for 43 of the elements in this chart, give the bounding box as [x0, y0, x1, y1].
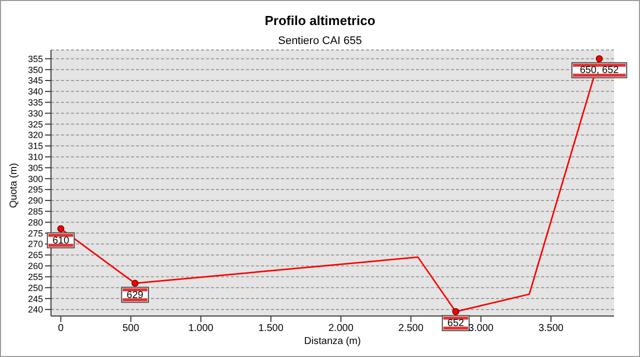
chart-title: Profilo altimetrico: [264, 13, 376, 28]
y-tick-label: 320: [28, 130, 43, 140]
y-tick-label: 250: [28, 282, 43, 293]
y-tick-label: 325: [28, 119, 43, 130]
y-tick-label: 280: [28, 217, 43, 228]
y-tick-label: 355: [28, 54, 43, 64]
x-tick-label: 3.500: [538, 323, 564, 334]
annotation: 629: [126, 290, 144, 301]
y-tick-label: 270: [28, 239, 43, 250]
y-tick-label: 315: [28, 141, 43, 152]
y-tick-label: 290: [28, 196, 43, 206]
x-tick-label: 500: [122, 323, 140, 334]
annotation: 652: [447, 318, 465, 330]
y-tick-label: 340: [28, 86, 43, 97]
y-tick-label: 265: [28, 250, 43, 260]
y-axis-title: Quota (m): [8, 162, 20, 208]
x-tick-label: 2.000: [328, 323, 354, 334]
y-tick-label: 310: [28, 152, 43, 162]
point: [132, 280, 139, 287]
y-tick-label: 350: [28, 64, 43, 75]
y-tick-label: 335: [28, 98, 43, 108]
x-tick-label: 2.500: [398, 323, 424, 334]
point: [596, 55, 603, 62]
y-tick-label: 245: [28, 294, 43, 304]
y-tick-label: 295: [28, 184, 43, 195]
y-tick-label: 255: [28, 272, 43, 282]
y-tick-label: 260: [28, 261, 43, 272]
y-tick-label: 345: [28, 76, 43, 86]
annotation: 650, 652: [580, 65, 620, 76]
x-tick-label: 1.000: [188, 323, 214, 334]
x-tick-label: 1.500: [258, 323, 284, 334]
point: [452, 308, 460, 316]
y-tick-label: 305: [28, 162, 43, 173]
y-tick-label: 330: [28, 108, 43, 118]
x-tick-label: 0: [58, 323, 64, 334]
y-tick-label: 300: [28, 174, 43, 184]
x-axis-title: Distanza (m): [304, 336, 361, 347]
y-tick-label: 275: [28, 228, 43, 238]
y-tick-label: 240: [28, 304, 43, 315]
chart-subtitle: Sentiero CAI 655: [277, 35, 363, 47]
point: [57, 225, 64, 232]
annotation: 610: [52, 235, 70, 246]
y-tick-label: 285: [28, 206, 43, 217]
